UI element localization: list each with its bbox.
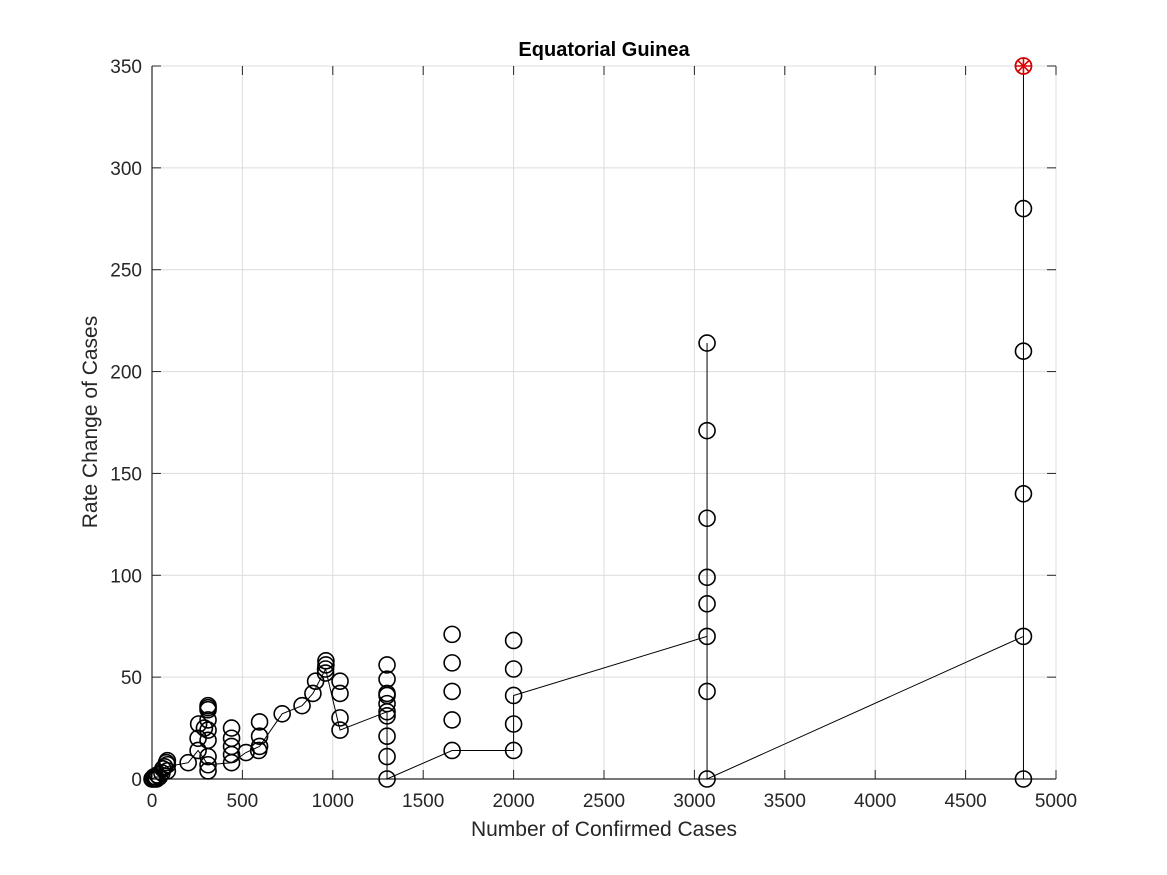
data-point: [189, 741, 207, 760]
x-tick-label: 1000: [312, 791, 354, 812]
data-point: [199, 762, 217, 780]
data-point: [199, 731, 217, 750]
data-point: [378, 727, 396, 746]
data-point: [331, 672, 349, 691]
y-tick-label: 250: [110, 261, 142, 282]
data-point: [331, 684, 349, 703]
data-point: [1014, 627, 1033, 646]
data-point: [1014, 342, 1033, 361]
data-point: [698, 627, 716, 646]
data-point: [443, 682, 461, 701]
y-axis-label: Rate Change of Cases: [79, 316, 102, 528]
data-point: [443, 741, 461, 760]
data-point: [250, 727, 269, 746]
data-point: [199, 755, 217, 774]
x-tick-label: 4500: [944, 791, 986, 812]
data-point: [378, 694, 396, 713]
data-point: [698, 682, 716, 701]
series-points: [143, 57, 1033, 788]
axes: [151, 66, 1056, 780]
data-point: [698, 509, 716, 528]
data-point: [504, 741, 523, 760]
data-point: [378, 707, 396, 725]
data-point: [698, 421, 716, 440]
data-point: [158, 751, 177, 770]
x-tick-label: 2500: [583, 791, 625, 812]
data-point: [222, 729, 241, 748]
x-tick-label: 4000: [854, 791, 896, 812]
y-tick-label: 50: [121, 668, 142, 689]
data-point: [222, 719, 241, 737]
data-point: [250, 713, 269, 731]
data-point: [504, 660, 523, 678]
data-point: [250, 737, 269, 756]
y-tick-label: 350: [110, 57, 142, 78]
data-point: [378, 747, 396, 766]
x-tick-label: 1500: [402, 791, 444, 812]
data-point: [378, 670, 396, 688]
y-tick-label: 150: [110, 464, 142, 485]
data-point: [331, 709, 349, 727]
data-point: [179, 753, 197, 772]
data-point: [304, 684, 322, 703]
x-tick-label: 500: [227, 791, 259, 812]
data-point: [199, 696, 217, 715]
data-point: [195, 719, 214, 737]
y-tick-label: 200: [110, 363, 142, 384]
y-tick-label: 300: [110, 159, 142, 180]
data-point: [1014, 199, 1033, 218]
y-tick-label: 0: [131, 770, 142, 791]
data-point: [199, 721, 217, 739]
x-tick-label: 0: [147, 791, 158, 812]
x-tick-label: 3500: [764, 791, 806, 812]
data-point: [273, 705, 291, 723]
data-point: [1014, 770, 1033, 788]
y-tick-label: 100: [110, 566, 142, 587]
x-tick-label: 2000: [492, 791, 534, 812]
data-point: [1014, 484, 1033, 503]
data-point: [158, 755, 177, 774]
data-point: [504, 686, 523, 705]
chart-title: Equatorial Guinea: [518, 39, 690, 61]
data-point: [293, 696, 311, 715]
data-point: [698, 770, 716, 788]
highlight-star-d2: [1017, 59, 1030, 73]
data-point: [331, 721, 349, 739]
data-point: [443, 625, 461, 644]
data-point: [378, 770, 396, 788]
data-point: [698, 334, 716, 352]
data-point: [443, 654, 461, 672]
data-point: [443, 711, 461, 729]
x-tick-label: 3000: [673, 791, 715, 812]
data-point: [698, 568, 716, 587]
data-point: [317, 656, 335, 674]
data-point: [222, 737, 241, 756]
data-point: [378, 684, 396, 703]
data-point: [504, 715, 523, 733]
highlight-marker: [1014, 57, 1033, 75]
data-point: [378, 656, 396, 674]
data-point: [199, 711, 217, 729]
x-axis-label: Number of Confirmed Cases: [471, 818, 737, 841]
grid-lines: [151, 65, 1057, 780]
data-point: [317, 652, 335, 670]
data-point: [698, 595, 716, 613]
tick-labels: 0 500 1000 1500 2000 2500 3000 3500 4000 4500 5000…: [110, 57, 1077, 812]
x-tick-label: 5000: [1035, 791, 1077, 812]
data-point: [158, 762, 177, 780]
data-point: [504, 631, 523, 650]
data-point: [316, 664, 335, 682]
data-point: [189, 715, 208, 733]
